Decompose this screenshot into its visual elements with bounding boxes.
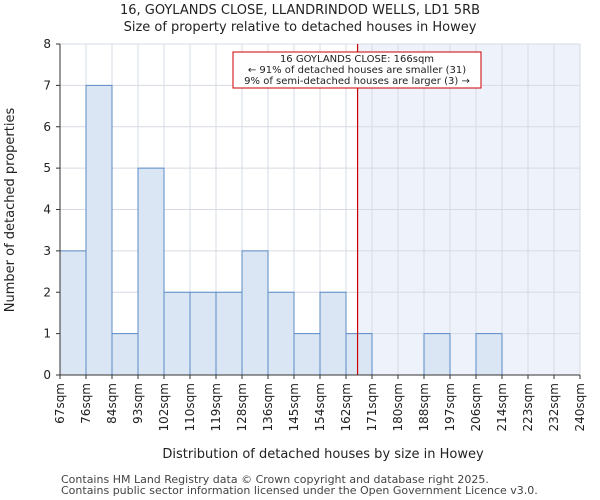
histogram-bar [423, 333, 451, 376]
y-tick-label: 2 [43, 285, 51, 299]
y-tick-label: 1 [43, 327, 51, 341]
x-tick-label: 110sqm [183, 383, 197, 431]
y-tick-label: 7 [43, 78, 51, 92]
x-tick-label: 128sqm [235, 383, 249, 431]
x-tick-label: 240sqm [573, 383, 587, 431]
x-tick-label: 223sqm [521, 383, 535, 431]
x-tick-label: 84sqm [105, 383, 119, 424]
histogram-bar [241, 250, 269, 376]
chart-title: 16, GOYLANDS CLOSE, LLANDRINDOD WELLS, L… [119, 3, 481, 18]
x-tick-label: 154sqm [313, 383, 327, 431]
y-tick-label: 3 [43, 244, 51, 258]
chart-subtitle: Size of property relative to detached ho… [123, 20, 477, 35]
histogram-bar [267, 291, 295, 376]
x-tick-label: 136sqm [261, 383, 275, 431]
y-tick-label: 8 [43, 37, 51, 51]
footer-line-1: Contains HM Land Registry data © Crown c… [61, 473, 489, 486]
y-axis-label: Number of detached properties [3, 108, 18, 313]
annotation-line-1: 16 GOYLANDS CLOSE: 166sqm [280, 54, 434, 65]
x-tick-label: 206sqm [469, 383, 483, 431]
histogram-bar [163, 291, 191, 376]
y-tick-label: 5 [43, 161, 51, 175]
y-tick-label: 0 [43, 368, 51, 382]
histogram-bar [137, 167, 165, 376]
histogram-bar [345, 333, 373, 376]
x-tick-label: 67sqm [53, 383, 67, 424]
x-tick-label: 119sqm [209, 383, 223, 431]
histogram-bar [85, 84, 113, 376]
histogram-bar [59, 250, 87, 376]
histogram-chart: 0 1 2 3 4 5 6 7 8 67sqm 76sqm 84sqm 93sqm 102sqm 110sq… [3, 37, 587, 462]
x-tick-label: 188sqm [417, 383, 431, 431]
x-tick-label: 145sqm [287, 383, 301, 431]
y-tick-label: 6 [43, 120, 51, 134]
x-tick-label: 162sqm [339, 383, 353, 431]
histogram-bar [111, 333, 139, 376]
annotation-line-3: 9% of semi-detached houses are larger (3… [244, 76, 470, 87]
annotation-line-2: ← 91% of detached houses are smaller (31… [248, 65, 466, 76]
histogram-bar [215, 291, 243, 376]
x-tick-label: 102sqm [157, 383, 171, 431]
y-tick-label: 4 [43, 203, 51, 217]
histogram-bar [319, 291, 347, 376]
footer-line-2: Contains public sector information licen… [61, 484, 538, 497]
x-tick-label: 93sqm [131, 383, 145, 424]
x-tick-label: 232sqm [547, 383, 561, 431]
x-tick-label: 76sqm [79, 383, 93, 424]
x-tick-label: 180sqm [391, 383, 405, 431]
histogram-bar [293, 333, 321, 376]
histogram-bar [189, 291, 217, 376]
annotation-box [232, 51, 482, 89]
x-tick-label: 197sqm [443, 383, 457, 431]
histogram-bar [475, 333, 503, 376]
x-tick-label: 214sqm [495, 383, 509, 431]
x-axis-label: Distribution of detached houses by size … [162, 447, 484, 462]
x-tick-label: 171sqm [365, 383, 379, 431]
